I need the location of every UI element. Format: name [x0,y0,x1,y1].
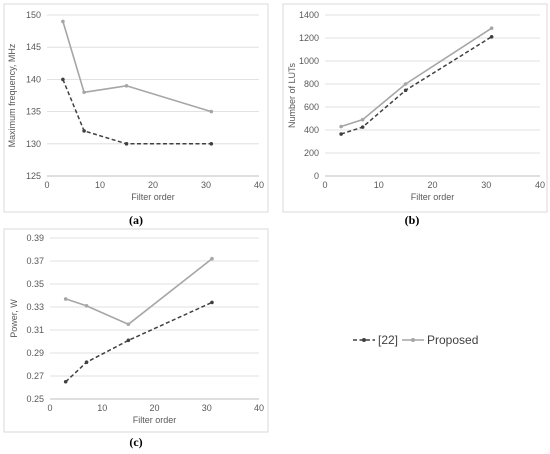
y-tick-label: 0.31 [26,325,44,335]
y-tick-label: 130 [26,139,41,149]
chart-frame [3,228,269,433]
data-point [339,132,343,136]
legend-marker [411,338,415,342]
data-point [124,142,129,146]
x-tick-label: 20 [148,180,158,190]
data-point [126,338,131,343]
x-tick-label: 40 [254,403,264,413]
panel-caption: (c) [129,435,142,449]
y-tick-label: 400 [304,125,319,135]
y-tick-label: 0.39 [26,233,44,243]
x-tick-label: 0 [44,180,49,190]
x-tick-label: 40 [254,180,264,190]
x-tick-label: 30 [202,403,212,413]
y-axis-title: Power, W [9,299,19,338]
data-point [210,300,214,305]
data-point [489,26,494,31]
x-axis-title: Filter order [133,415,177,425]
data-point [403,82,408,86]
legend-marker [362,338,366,342]
y-tick-label: 1400 [299,10,319,20]
chart-panel-3: 0.25 0.27 0.29 0.31 0.33 0.35 0.37 0.39 0 10 20 30 4… [3,228,269,449]
y-tick-label: 0.29 [26,348,44,358]
x-tick-label: 10 [97,403,107,413]
x-tick-label: 20 [427,180,437,190]
data-point [209,109,214,114]
y-tick-label: 1000 [299,56,319,66]
x-tick-label: 10 [95,180,105,190]
y-tick-label: 0 [314,171,319,181]
data-point [63,297,68,301]
data-point [84,360,89,365]
x-tick-label: 30 [201,180,211,190]
data-point [210,256,214,261]
series-line-proposed [340,27,493,128]
legend-label: Proposed [427,333,478,347]
chart-frame [282,3,548,213]
x-axis-title: Filter order [411,192,455,202]
series-line-proposed [62,21,212,113]
y-tick-label: 150 [26,10,41,20]
x-tick-label: 10 [374,180,384,190]
y-tick-label: 135 [26,107,41,117]
y-tick-label: 0.37 [26,256,44,266]
y-tick-label: 145 [26,42,41,52]
chart-frame [3,3,269,213]
data-point [61,77,65,82]
y-tick-label: 140 [26,74,41,84]
series-line-proposed [65,258,213,326]
data-point [209,142,214,146]
y-tick-label: 600 [304,102,319,112]
data-point [61,19,65,24]
y-tick-label: 800 [304,79,319,89]
data-point [63,379,68,384]
y-tick-label: 0.25 [26,394,44,404]
x-tick-label: 40 [535,180,545,190]
legend-label: [22] [378,333,398,347]
chart-panel-2: 0 200 400 600 800 1000 1200 1400 0 10 20 30 40 Filter… [282,3,548,227]
y-tick-label: 0.35 [26,279,44,289]
data-point [360,117,365,122]
data-point [126,322,131,327]
data-point [82,129,86,133]
data-point [489,35,494,39]
x-tick-label: 20 [149,403,159,413]
series-line-ref22 [65,301,213,383]
data-point [124,84,129,88]
y-tick-label: 200 [304,148,319,158]
y-tick-label: 125 [26,171,41,181]
x-tick-label: 30 [481,180,491,190]
x-tick-label: 0 [322,180,327,190]
x-axis-title: Filter order [131,192,175,202]
series-line-ref22 [62,79,212,145]
chart-panel-1: 125 130 135 140 145 150 0 10 20 30 40 Filter order M… [3,3,269,227]
data-point [84,304,89,308]
data-point [339,124,343,129]
data-point [360,125,365,129]
panel-caption: (a) [129,213,143,227]
y-tick-label: 1200 [299,33,319,43]
y-axis-title: Maximum frequency, MHz [7,43,17,147]
panel-caption: (b) [405,213,420,227]
y-tick-label: 0.33 [26,302,44,312]
x-tick-label: 0 [47,403,52,413]
y-tick-label: 0.27 [26,371,44,381]
legend: [22] Proposed [353,333,478,347]
data-point [82,90,86,95]
data-point [403,88,408,93]
y-axis-title: Number of LUTs [287,62,297,128]
